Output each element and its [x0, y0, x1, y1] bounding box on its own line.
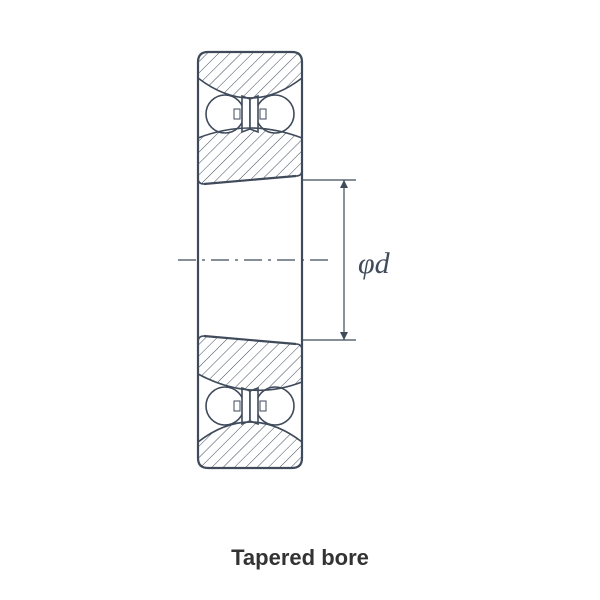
diameter-label: φd — [358, 247, 390, 281]
caption: Tapered bore — [0, 545, 600, 571]
bearing-diagram — [0, 0, 600, 600]
